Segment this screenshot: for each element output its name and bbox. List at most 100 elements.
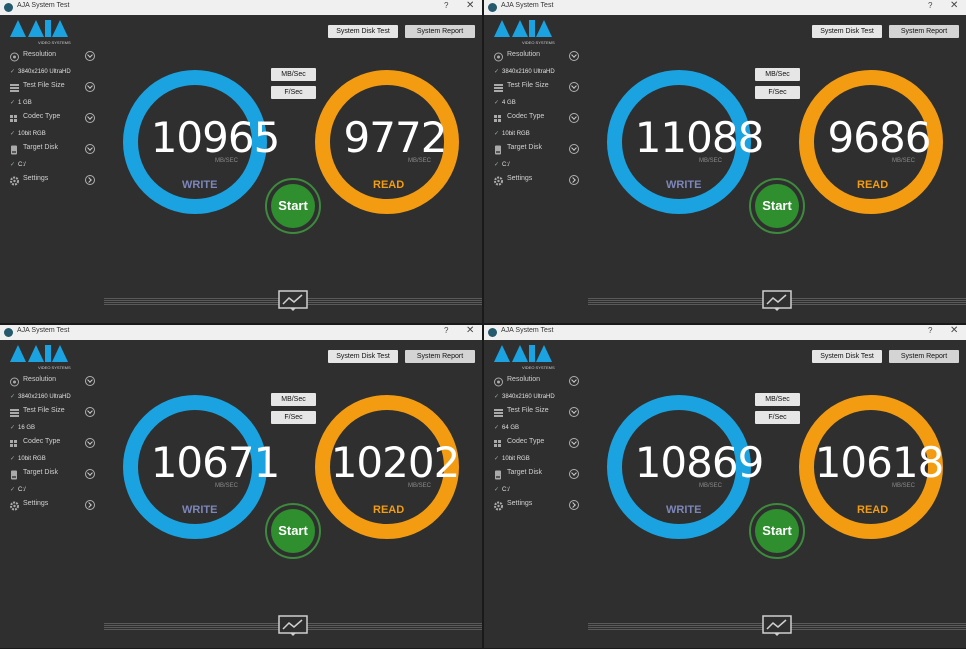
- chevron-down-icon[interactable]: [569, 407, 579, 417]
- title-bar: AJA System Test ? ✕: [0, 325, 482, 340]
- help-button[interactable]: ?: [444, 1, 449, 10]
- sidebar-resolution[interactable]: Resolution: [0, 375, 100, 389]
- chevron-down-icon[interactable]: [569, 438, 579, 448]
- sidebar-codec[interactable]: Codec Type: [0, 437, 100, 451]
- chevron-right-icon[interactable]: [569, 175, 579, 185]
- chevron-down-icon[interactable]: [85, 51, 95, 61]
- aja-logo: VIDEO SYSTEMS: [494, 20, 555, 45]
- start-button[interactable]: Start: [749, 178, 805, 234]
- sidebar-target-disk[interactable]: Target Disk: [484, 143, 584, 157]
- chevron-down-icon[interactable]: [569, 469, 579, 479]
- resolution-label: Resolution: [507, 51, 541, 58]
- mb-sec-button[interactable]: MB/Sec: [271, 68, 316, 81]
- read-speed-value: 9772: [343, 113, 448, 162]
- read-unit: MB/SEC: [892, 158, 916, 164]
- sidebar-codec[interactable]: Codec Type: [0, 112, 100, 126]
- target-disk-value: ✓ C:/: [494, 487, 510, 493]
- sidebar-resolution[interactable]: Resolution: [0, 50, 100, 64]
- sidebar-settings[interactable]: Settings: [0, 499, 100, 513]
- f-sec-button[interactable]: F/Sec: [271, 411, 316, 424]
- title-bar: AJA System Test ? ✕: [484, 325, 966, 340]
- chevron-down-icon[interactable]: [85, 407, 95, 417]
- sidebar-codec[interactable]: Codec Type: [484, 437, 584, 451]
- chevron-down-icon[interactable]: [569, 51, 579, 61]
- system-report-button[interactable]: System Report: [889, 350, 959, 363]
- aja-logo: VIDEO SYSTEMS: [494, 345, 555, 370]
- sidebar-file-size[interactable]: Test File Size: [484, 406, 584, 420]
- mb-sec-button[interactable]: MB/Sec: [271, 393, 316, 406]
- help-button[interactable]: ?: [928, 326, 933, 335]
- chevron-right-icon[interactable]: [85, 175, 95, 185]
- close-button[interactable]: ✕: [466, 0, 475, 11]
- close-button[interactable]: ✕: [950, 0, 959, 11]
- sidebar-settings[interactable]: Settings: [0, 174, 100, 188]
- close-button[interactable]: ✕: [466, 325, 475, 336]
- chevron-down-icon[interactable]: [85, 438, 95, 448]
- system-disk-test-button[interactable]: System Disk Test: [812, 25, 882, 38]
- sidebar-target-disk[interactable]: Target Disk: [0, 143, 100, 157]
- disk-icon: [11, 145, 17, 155]
- sidebar-codec[interactable]: Codec Type: [484, 112, 584, 126]
- aja-window-1gb: AJA System Test ? ✕ VIDEO SYSTEMS System…: [0, 0, 482, 323]
- start-button[interactable]: Start: [265, 178, 321, 234]
- sidebar-file-size[interactable]: Test File Size: [0, 81, 100, 95]
- chevron-right-icon[interactable]: [85, 500, 95, 510]
- system-disk-test-button[interactable]: System Disk Test: [328, 350, 398, 363]
- title-bar: AJA System Test ? ✕: [484, 0, 966, 15]
- chevron-down-icon[interactable]: [85, 113, 95, 123]
- f-sec-button[interactable]: F/Sec: [755, 411, 800, 424]
- sidebar-target-disk[interactable]: Target Disk: [484, 468, 584, 482]
- start-button-label[interactable]: Start: [755, 184, 799, 228]
- chevron-down-icon[interactable]: [85, 82, 95, 92]
- graph-chart-icon[interactable]: [762, 290, 792, 312]
- svg-text:VIDEO SYSTEMS: VIDEO SYSTEMS: [38, 365, 71, 370]
- gear-icon: [10, 176, 19, 186]
- system-disk-test-button[interactable]: System Disk Test: [812, 350, 882, 363]
- codec-label: Codec Type: [23, 438, 61, 445]
- graph-chart-icon[interactable]: [278, 290, 308, 312]
- gear-icon: [10, 501, 19, 511]
- codec-icon: [10, 115, 17, 122]
- codec-value: ✓ 10bit RGB: [494, 131, 530, 137]
- write-unit: MB/SEC: [699, 158, 723, 164]
- chevron-right-icon[interactable]: [569, 500, 579, 510]
- f-sec-button[interactable]: F/Sec: [271, 86, 316, 99]
- help-button[interactable]: ?: [444, 326, 449, 335]
- help-button[interactable]: ?: [928, 1, 933, 10]
- sidebar-file-size[interactable]: Test File Size: [0, 406, 100, 420]
- sidebar-file-size[interactable]: Test File Size: [484, 81, 584, 95]
- chevron-down-icon[interactable]: [569, 376, 579, 386]
- sidebar-settings[interactable]: Settings: [484, 174, 584, 188]
- start-button[interactable]: Start: [749, 503, 805, 559]
- start-button-label[interactable]: Start: [755, 509, 799, 553]
- sidebar-target-disk[interactable]: Target Disk: [0, 468, 100, 482]
- mb-sec-button[interactable]: MB/Sec: [755, 393, 800, 406]
- start-button[interactable]: Start: [265, 503, 321, 559]
- close-button[interactable]: ✕: [950, 325, 959, 336]
- chevron-down-icon[interactable]: [85, 469, 95, 479]
- read-speed-value: 10202: [330, 438, 461, 487]
- chevron-down-icon[interactable]: [569, 113, 579, 123]
- write-label: WRITE: [182, 504, 218, 516]
- chevron-down-icon[interactable]: [85, 144, 95, 154]
- system-report-button[interactable]: System Report: [405, 25, 475, 38]
- file-size-value: ✓ 64 GB: [494, 425, 520, 431]
- chevron-down-icon[interactable]: [569, 144, 579, 154]
- start-button-label[interactable]: Start: [271, 509, 315, 553]
- graph-chart-icon[interactable]: [278, 615, 308, 637]
- chevron-down-icon[interactable]: [569, 82, 579, 92]
- sidebar-resolution[interactable]: Resolution: [484, 375, 584, 389]
- sidebar-resolution[interactable]: Resolution: [484, 50, 584, 64]
- sidebar-settings[interactable]: Settings: [484, 499, 584, 513]
- system-report-button[interactable]: System Report: [889, 25, 959, 38]
- system-disk-test-button[interactable]: System Disk Test: [328, 25, 398, 38]
- codec-label: Codec Type: [507, 113, 545, 120]
- chevron-down-icon[interactable]: [85, 376, 95, 386]
- graph-chart-icon[interactable]: [762, 615, 792, 637]
- system-report-button[interactable]: System Report: [405, 350, 475, 363]
- mb-sec-button[interactable]: MB/Sec: [755, 68, 800, 81]
- start-button-label[interactable]: Start: [271, 184, 315, 228]
- codec-icon: [494, 440, 501, 447]
- read-label: READ: [857, 504, 889, 516]
- f-sec-button[interactable]: F/Sec: [755, 86, 800, 99]
